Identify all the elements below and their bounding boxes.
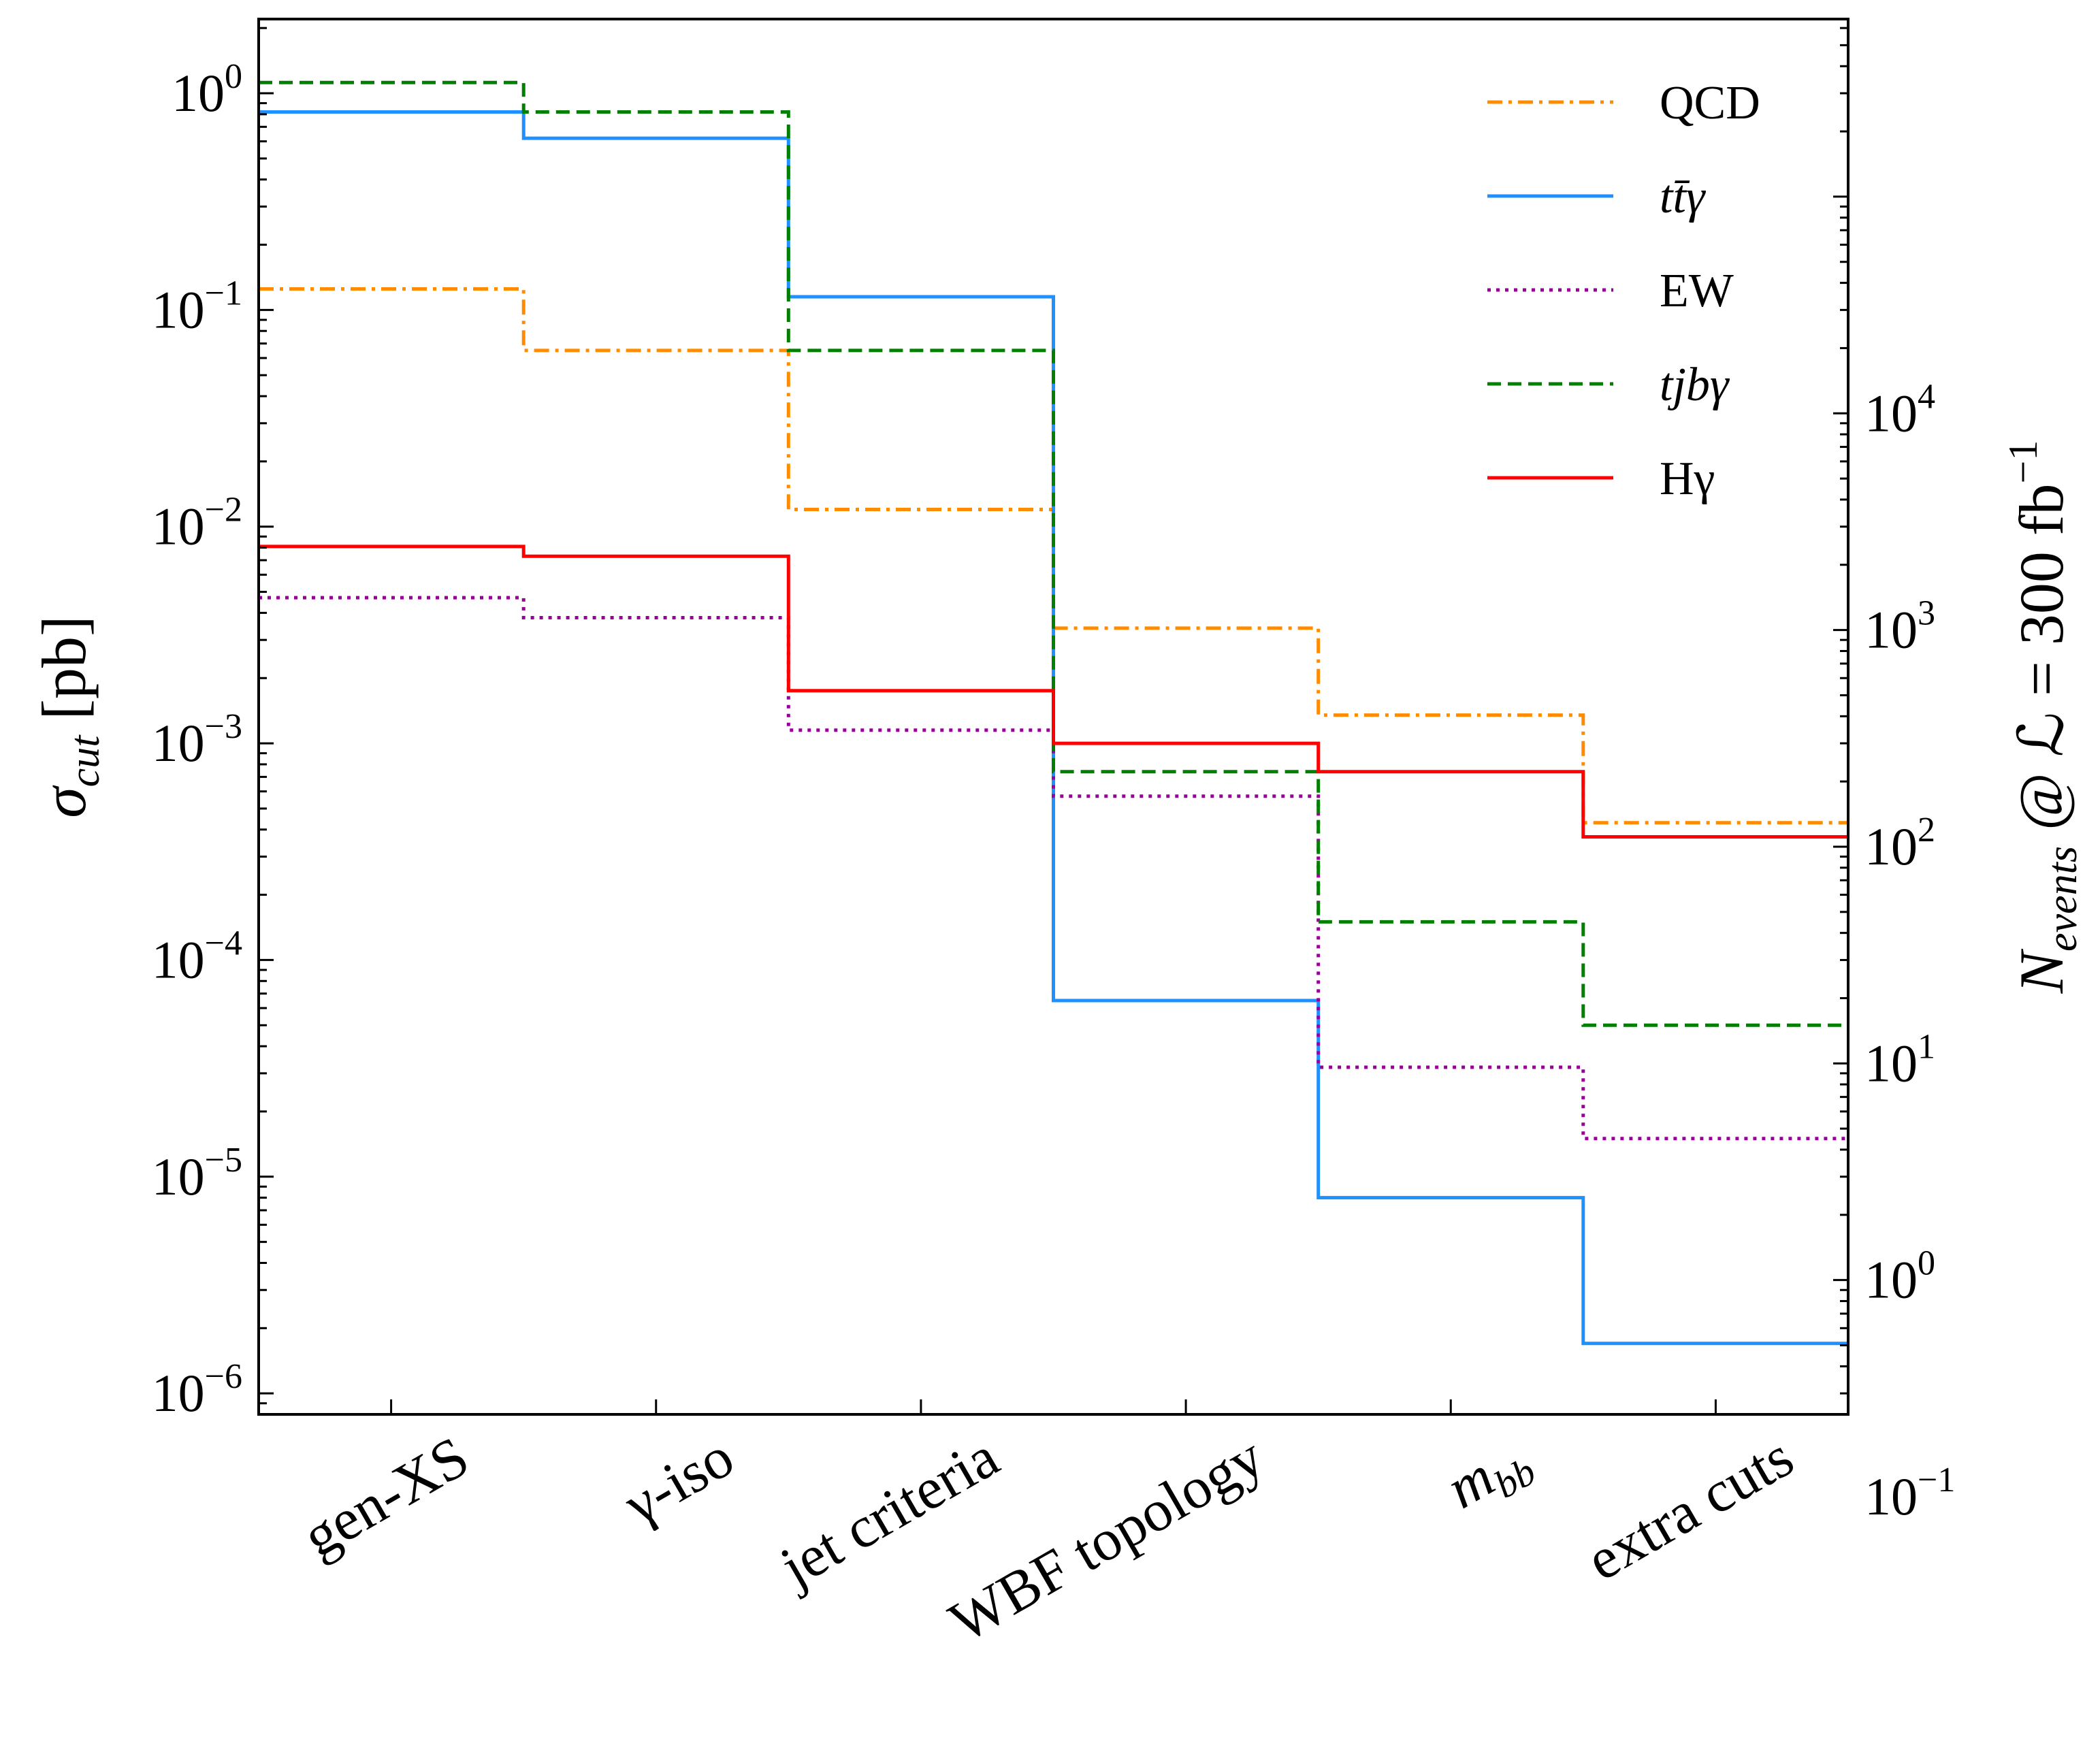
y-axis-title: σcut [pb] <box>29 615 108 817</box>
category-label-jet-criteria: jet criteria <box>768 1423 1009 1600</box>
y2-tick-label: 100 <box>1864 1244 1935 1310</box>
series-line-h-gamma <box>259 545 1848 839</box>
y-tick-label: 10−2 <box>152 491 242 556</box>
category-label-m-bb: mbb <box>1436 1423 1543 1528</box>
y2-axis-title: Nevents @ ℒ = 300 fb−1 <box>2001 440 2086 994</box>
y-tick-label: 10−1 <box>152 274 242 339</box>
y-tick-label: 10−6 <box>152 1357 242 1423</box>
axis-titles: σcut [pb] Nevents @ ℒ = 300 fb−1 <box>29 440 2086 994</box>
ticks-layer <box>259 27 1848 1416</box>
legend-label-ew: EW <box>1660 265 1734 317</box>
category-label-extra-cuts: extra cuts <box>1575 1423 1803 1593</box>
legend-label-tjb-gamma: tjbγ <box>1660 359 1730 411</box>
legend-label-ttbar-gamma: tt̄γ <box>1660 171 1707 223</box>
ticklabels-layer: 100 10−1 10−2 10−3 10−4 10−5 10−6 104 103 102 101 1… <box>152 57 1956 1526</box>
y2-tick-label: 101 <box>1864 1027 1935 1092</box>
series-line-ew <box>259 596 1848 1141</box>
category-label-iso: γ-iso <box>613 1423 745 1537</box>
y2-tick-label: 104 <box>1864 377 1935 442</box>
series-line-tjb-gamma <box>259 80 1848 1027</box>
y-tick-label: 100 <box>172 57 242 123</box>
series-layer <box>259 80 1848 1346</box>
y-tick-label: 10−5 <box>152 1141 242 1206</box>
legend-label-qcd: QCD <box>1660 77 1760 129</box>
y2-tick-label: 102 <box>1864 811 1935 876</box>
y2-tick-label: 103 <box>1864 594 1935 660</box>
category-label-gen-xs: gen-XS <box>292 1423 480 1570</box>
legend-label-h-gamma: Hγ <box>1660 453 1715 505</box>
legend: QCD tt̄γ EW tjbγ Hγ <box>1487 77 1760 505</box>
y-tick-label: 10−4 <box>152 924 242 989</box>
y-tick-label: 10−3 <box>152 707 242 773</box>
y2-tick-label: 10−1 <box>1864 1461 1955 1526</box>
